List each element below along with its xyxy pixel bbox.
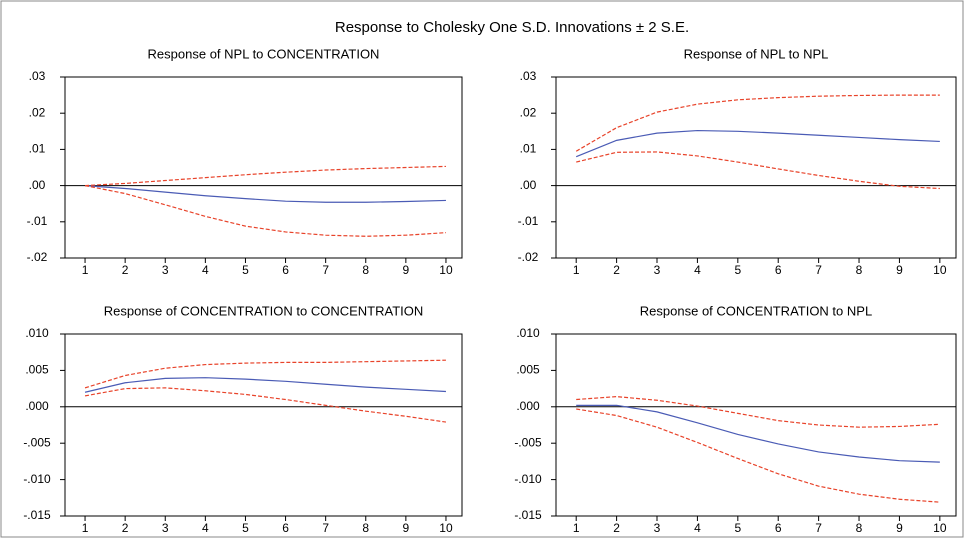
x-tick-label: 7 <box>322 263 329 277</box>
y-tick-label: .00 <box>520 178 537 192</box>
y-tick-label: .010 <box>25 326 49 340</box>
x-tick-label: 5 <box>734 521 741 535</box>
x-tick-label: 4 <box>694 263 701 277</box>
panel-title: Response of CONCENTRATION to NPL <box>640 303 872 318</box>
y-tick-label: -.010 <box>23 472 51 486</box>
x-tick-label: 3 <box>654 263 661 277</box>
series-line <box>84 387 447 423</box>
y-tick-label: .03 <box>520 69 537 83</box>
plot-frame <box>64 76 463 259</box>
figure-title: Response to Cholesky One S.D. Innovation… <box>335 19 689 36</box>
x-tick-label: 4 <box>694 521 701 535</box>
y-tick-label: -.02 <box>518 250 539 264</box>
series-line <box>576 408 940 503</box>
panel-title: Response of CONCENTRATION to CONCENTRATI… <box>104 303 424 318</box>
y-tick-label: -.01 <box>518 214 539 228</box>
x-tick-label: 6 <box>282 521 289 535</box>
x-tick-label: 7 <box>322 521 329 535</box>
x-tick-label: 8 <box>856 521 863 535</box>
x-tick-label: 10 <box>933 263 947 277</box>
series-line <box>84 359 446 389</box>
x-tick-label: 3 <box>162 521 169 535</box>
x-tick-label: 8 <box>362 263 369 277</box>
series-line <box>575 129 940 158</box>
x-tick-label: 4 <box>202 521 209 535</box>
x-tick-label: 6 <box>775 263 782 277</box>
y-tick-label: -.015 <box>514 508 542 522</box>
x-tick-label: 5 <box>734 263 741 277</box>
x-tick-label: 1 <box>573 521 580 535</box>
x-tick-label: 3 <box>654 521 661 535</box>
y-tick-label: .005 <box>25 363 49 377</box>
panel-title: Response of NPL to NPL <box>684 46 829 61</box>
plot-frame <box>555 76 957 259</box>
x-tick-label: 6 <box>775 521 782 535</box>
series-line <box>84 377 446 393</box>
x-tick-label: 10 <box>439 263 453 277</box>
series-line <box>84 185 446 237</box>
y-tick-label: .01 <box>29 142 46 156</box>
x-tick-label: 1 <box>82 263 89 277</box>
x-tick-label: 8 <box>362 521 369 535</box>
x-tick-label: 6 <box>282 263 289 277</box>
x-tick-label: 2 <box>613 521 620 535</box>
y-tick-label: .010 <box>516 326 540 340</box>
x-tick-label: 7 <box>815 263 822 277</box>
x-tick-label: 9 <box>403 521 410 535</box>
series-line <box>576 396 940 428</box>
plot-frame <box>555 333 957 517</box>
y-tick-label: -.005 <box>23 435 51 449</box>
y-tick-label: -.010 <box>514 472 542 486</box>
y-tick-label: .01 <box>520 142 537 156</box>
y-tick-label: .02 <box>29 105 46 119</box>
series-line <box>85 165 446 187</box>
y-tick-label: .02 <box>520 105 537 119</box>
x-tick-label: 1 <box>573 263 580 277</box>
y-tick-label: .00 <box>29 178 46 192</box>
x-tick-label: 5 <box>242 521 249 535</box>
y-tick-label: .000 <box>25 399 49 413</box>
panel-title: Response of NPL to CONCENTRATION <box>148 46 380 61</box>
x-tick-label: 4 <box>202 263 209 277</box>
x-tick-label: 7 <box>815 521 822 535</box>
x-tick-label: 10 <box>439 521 453 535</box>
x-tick-label: 3 <box>162 263 169 277</box>
y-tick-label: .03 <box>29 69 46 83</box>
x-tick-label: 2 <box>122 521 129 535</box>
x-tick-label: 1 <box>82 521 89 535</box>
x-tick-label: 5 <box>242 263 249 277</box>
x-tick-label: 9 <box>896 263 903 277</box>
x-tick-label: 9 <box>403 263 410 277</box>
x-tick-label: 2 <box>122 263 129 277</box>
y-tick-label: .005 <box>516 363 540 377</box>
y-tick-label: -.02 <box>27 250 48 264</box>
y-tick-label: .000 <box>516 399 540 413</box>
y-tick-label: -.01 <box>27 214 48 228</box>
x-tick-label: 9 <box>896 521 903 535</box>
y-tick-label: -.015 <box>23 508 51 522</box>
series-line <box>576 404 940 463</box>
y-tick-label: -.005 <box>514 435 542 449</box>
x-tick-label: 10 <box>933 521 947 535</box>
series-line <box>576 151 940 190</box>
plot-frame <box>64 333 463 517</box>
series-line <box>575 94 940 152</box>
x-tick-label: 2 <box>613 263 620 277</box>
x-tick-label: 8 <box>856 263 863 277</box>
series-line <box>85 185 446 203</box>
